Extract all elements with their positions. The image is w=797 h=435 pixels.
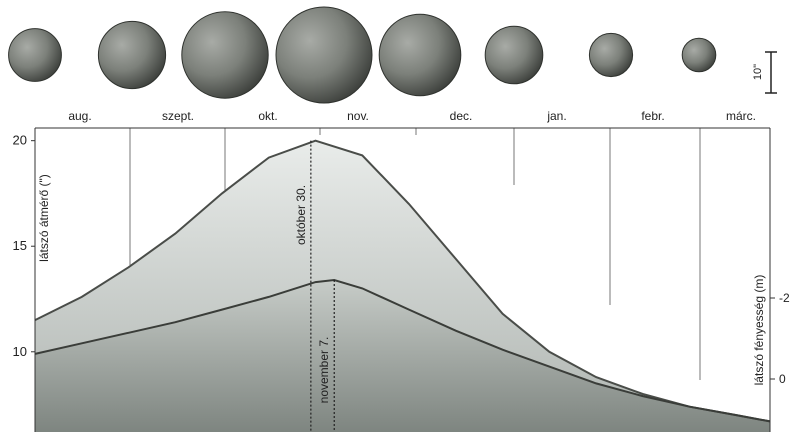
month-label-3: okt. <box>258 109 277 123</box>
planet-disc-6 <box>485 26 543 84</box>
right-axis-ticks: -2 0 <box>770 291 790 386</box>
left-tick-label-1: 10 <box>13 344 27 359</box>
month-labels: aug. szept. okt. nov. dec. jan. febr. márc. <box>68 109 756 123</box>
right-axis-label: látszó fényesség (m) <box>752 275 766 386</box>
annotation-label-1: október 30. <box>294 185 308 245</box>
left-axis-ticks: 10 15 20 <box>13 133 35 359</box>
month-label-1: aug. <box>68 109 91 123</box>
planet-disc-1 <box>9 29 62 82</box>
left-tick-label-2: 15 <box>13 238 27 253</box>
right-tick-label-2: 0 <box>779 372 786 386</box>
planet-disc-4 <box>276 7 372 103</box>
planet-disc-8 <box>682 38 716 72</box>
month-label-6: jan. <box>546 109 566 123</box>
planet-size-row <box>9 7 716 103</box>
scale-bar: 10" <box>752 52 777 93</box>
scale-bar-label: 10" <box>752 64 764 80</box>
left-axis-label: látszó átmérő (") <box>37 174 51 262</box>
month-label-2: szept. <box>162 109 194 123</box>
left-tick-label-3: 20 <box>13 133 27 148</box>
planet-disc-2 <box>98 21 165 88</box>
month-label-4: nov. <box>347 109 369 123</box>
planet-disc-3 <box>182 12 268 98</box>
annotation-label-2: november 7. <box>317 337 331 404</box>
month-label-7: febr. <box>641 109 664 123</box>
planet-disc-5 <box>379 14 461 96</box>
planet-disc-7 <box>589 33 632 76</box>
month-label-8: márc. <box>726 109 756 123</box>
month-label-5: dec. <box>450 109 473 123</box>
right-tick-label-1: -2 <box>779 291 790 305</box>
plot-area: október 30. november 7. <box>35 128 770 432</box>
